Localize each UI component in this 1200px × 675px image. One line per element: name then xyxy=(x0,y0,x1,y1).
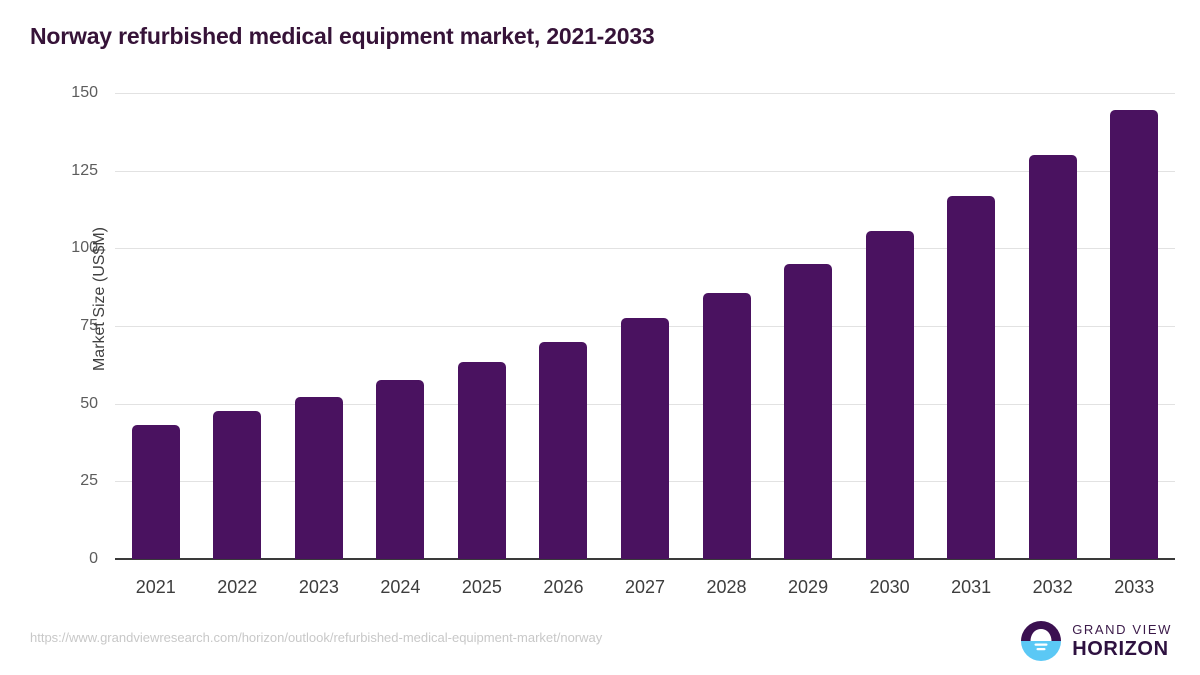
bar-slot xyxy=(360,93,442,559)
gridline xyxy=(115,248,1175,250)
y-axis-tick-labels: 0 25 50 75 100 125 150 xyxy=(28,0,98,675)
x-axis-tick-label-2028: 2028 xyxy=(706,577,747,597)
x-axis-tick-label-2031: 2031 xyxy=(951,577,992,597)
bar-slot xyxy=(849,93,931,559)
y-axis-tick-label: 50 xyxy=(80,394,98,412)
x-axis-tick-label-2021: 2021 xyxy=(135,577,176,597)
x-axis-tick-label-2032: 2032 xyxy=(1032,577,1073,597)
x-axis-tick-label-2025: 2025 xyxy=(461,577,502,597)
x-axis-tick-label-2033: 2033 xyxy=(1114,577,1155,597)
logo-line-1: GRAND VIEW xyxy=(1072,622,1172,637)
y-axis-tick-label: 150 xyxy=(71,84,98,101)
bar-slot xyxy=(767,93,849,559)
bar-slot xyxy=(686,93,768,559)
bar-2024[interactable] xyxy=(376,380,425,559)
bar-2026[interactable] xyxy=(539,341,588,559)
logo-line-2: HORIZON xyxy=(1072,638,1169,660)
x-axis-tick-label-2030: 2030 xyxy=(869,577,910,597)
bar-slot xyxy=(1093,93,1175,559)
bar-slot xyxy=(115,93,197,559)
x-axis-tick-label-2024: 2024 xyxy=(380,577,421,597)
bar-2028[interactable] xyxy=(702,293,751,559)
logo-wordmark: GRAND VIEW HORIZON xyxy=(1072,623,1172,659)
bar-slot xyxy=(197,93,279,559)
bar-2033[interactable] xyxy=(1110,110,1159,559)
bar-slot xyxy=(1012,93,1094,559)
bar-slot xyxy=(523,93,605,559)
x-axis-tick-label-2029: 2029 xyxy=(788,577,829,597)
x-axis-tick-label-2022: 2022 xyxy=(217,577,258,597)
x-axis-line xyxy=(115,558,1175,560)
bar-2025[interactable] xyxy=(457,361,506,559)
bars-container xyxy=(115,93,1175,559)
x-axis-tick-label-2026: 2026 xyxy=(543,577,584,597)
bar-2027[interactable] xyxy=(620,318,669,559)
bar-slot xyxy=(278,93,360,559)
y-axis-tick-label: 25 xyxy=(80,472,98,490)
horizon-logo-icon xyxy=(1019,619,1063,663)
bar-slot xyxy=(604,93,686,559)
gridline xyxy=(115,93,1175,94)
bar-slot xyxy=(930,93,1012,559)
bar-2032[interactable] xyxy=(1028,155,1077,559)
bar-2030[interactable] xyxy=(865,231,914,559)
bar-2029[interactable] xyxy=(784,263,833,559)
y-axis-tick-label: 125 xyxy=(71,161,98,179)
bar-2031[interactable] xyxy=(947,195,996,559)
x-axis-tick-label-2023: 2023 xyxy=(298,577,339,597)
y-axis-tick-label: 0 xyxy=(89,550,98,567)
x-axis-tick-label-2027: 2027 xyxy=(624,577,666,597)
gridline xyxy=(115,170,1175,172)
bar-slot xyxy=(441,93,523,559)
brand-logo: GRAND VIEW HORIZON xyxy=(1019,618,1172,664)
page-title: Norway refurbished medical equipment mar… xyxy=(30,23,655,49)
bar-2021[interactable] xyxy=(131,425,180,559)
y-axis-tick-label: 100 xyxy=(71,239,98,257)
y-axis-tick-label: 75 xyxy=(80,317,98,334)
bar-2023[interactable] xyxy=(294,397,343,559)
source-url[interactable]: https://www.grandviewresearch.com/horizo… xyxy=(30,630,603,645)
bar-2022[interactable] xyxy=(213,411,262,559)
y-axis-title: Market Size (US$M) xyxy=(91,226,108,372)
